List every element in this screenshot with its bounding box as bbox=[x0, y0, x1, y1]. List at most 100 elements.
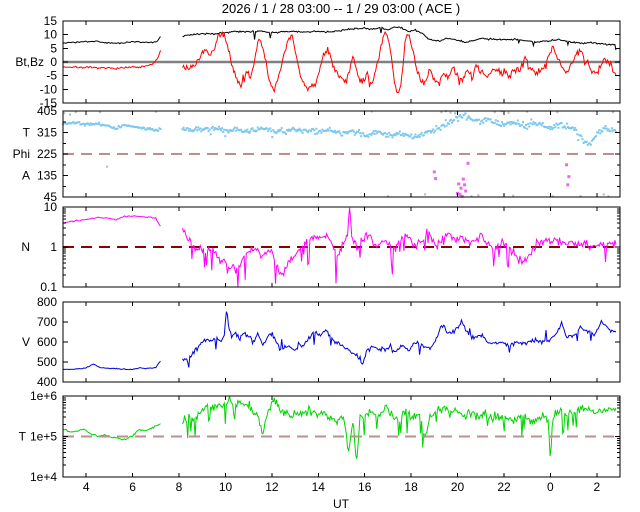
scatter-dot bbox=[103, 124, 106, 127]
scatter-dot bbox=[424, 193, 427, 196]
scatter-dot bbox=[99, 123, 102, 126]
series-Bt bbox=[62, 26, 617, 51]
scatter-dot bbox=[442, 123, 445, 126]
scatter-dot bbox=[284, 133, 287, 135]
scatter-dot bbox=[196, 129, 199, 132]
scatter-dot bbox=[334, 129, 336, 132]
scatter-dot bbox=[435, 125, 438, 128]
scatter-dot bbox=[223, 128, 226, 131]
panel-frame bbox=[62, 301, 621, 383]
scatter-dot bbox=[197, 126, 200, 129]
scatter-dot bbox=[554, 126, 557, 129]
scatter-dot bbox=[505, 123, 508, 126]
scatter-dot bbox=[482, 121, 485, 124]
scatter-dot bbox=[87, 123, 90, 126]
scatter-dot bbox=[64, 122, 67, 125]
y-tick-label: 10 bbox=[44, 200, 58, 214]
scatter-dot bbox=[305, 130, 308, 133]
scatter-dot bbox=[432, 170, 436, 174]
scatter-dot bbox=[581, 138, 584, 141]
scatter-dot bbox=[405, 133, 407, 136]
scatter-dot bbox=[280, 127, 283, 130]
scatter-dot bbox=[509, 123, 512, 126]
scatter-dot bbox=[495, 123, 498, 126]
scatter-dot bbox=[297, 129, 300, 132]
scatter-dot bbox=[598, 129, 601, 132]
scatter-dot bbox=[273, 131, 276, 134]
scatter-dot bbox=[159, 128, 162, 130]
scatter-dot bbox=[341, 134, 344, 137]
scatter-dot bbox=[117, 125, 120, 127]
scatter-dot bbox=[357, 130, 359, 133]
scatter-dot bbox=[520, 124, 523, 127]
scatter-dot bbox=[419, 133, 422, 136]
scatter-dot bbox=[220, 129, 223, 132]
scatter-dot bbox=[574, 127, 577, 129]
scatter-dot bbox=[515, 122, 518, 125]
scatter-dot bbox=[314, 133, 317, 135]
scatter-dot bbox=[453, 119, 456, 122]
scatter-dot bbox=[79, 123, 82, 126]
y-tick-label: 0 bbox=[50, 55, 57, 69]
scatter-dot bbox=[122, 124, 125, 127]
scatter-dot bbox=[93, 123, 96, 126]
scatter-dot bbox=[228, 129, 231, 132]
scatter-dot bbox=[226, 129, 229, 132]
scatter-dot bbox=[282, 131, 285, 134]
scatter-dot bbox=[602, 193, 605, 196]
scatter-dot bbox=[121, 124, 124, 127]
scatter-dot bbox=[466, 161, 470, 165]
scatter-dot bbox=[562, 126, 565, 128]
scatter-dot bbox=[477, 194, 480, 197]
scatter-dot bbox=[308, 129, 311, 132]
scatter-dot bbox=[565, 122, 568, 125]
y-tick-label: 1e+5 bbox=[30, 430, 57, 444]
y-tick-label: 400 bbox=[37, 375, 57, 389]
y-tick-label: -15 bbox=[40, 96, 58, 110]
scatter-dot bbox=[109, 126, 112, 129]
scatter-dot bbox=[270, 130, 273, 133]
scatter-dot bbox=[420, 131, 423, 134]
scatter-dot bbox=[572, 126, 575, 129]
scatter-dot bbox=[268, 128, 271, 131]
scatter-dot bbox=[461, 177, 465, 181]
scatter-dot bbox=[69, 122, 71, 125]
scatter-dot bbox=[320, 131, 323, 134]
scatter-dot bbox=[75, 121, 78, 124]
scatter-dot bbox=[418, 136, 421, 138]
scatter-dot bbox=[150, 128, 153, 131]
scatter-dot bbox=[478, 118, 481, 121]
scatter-dot bbox=[550, 126, 553, 129]
scatter-dot bbox=[249, 130, 252, 133]
scatter-dot bbox=[338, 130, 341, 133]
scatter-dot bbox=[287, 129, 289, 132]
scatter-dot bbox=[430, 131, 433, 134]
scatter-dot bbox=[517, 122, 520, 125]
y-tick-label: 1e+6 bbox=[30, 389, 57, 403]
scatter-dot bbox=[98, 121, 100, 124]
scatter-dot bbox=[499, 124, 501, 127]
scatter-dot bbox=[266, 127, 269, 130]
scatter-dot bbox=[576, 133, 579, 136]
scatter-dot bbox=[612, 129, 615, 132]
scatter-dot bbox=[186, 127, 189, 130]
scatter-dot bbox=[363, 134, 366, 137]
scatter-dot bbox=[149, 127, 151, 130]
scatter-dot bbox=[358, 129, 360, 131]
scatter-dot bbox=[422, 134, 425, 137]
scatter-dot bbox=[329, 129, 332, 132]
scatter-dot bbox=[384, 132, 387, 135]
scatter-dot bbox=[606, 129, 609, 132]
y-tick-label: 500 bbox=[37, 355, 57, 369]
scatter-dot bbox=[276, 130, 279, 133]
scatter-dot bbox=[484, 117, 487, 120]
scatter-dot bbox=[373, 132, 376, 135]
x-tick-label: 14 bbox=[312, 480, 326, 494]
scatter-dot bbox=[489, 118, 492, 121]
scatter-dot bbox=[70, 122, 73, 125]
scatter-dot bbox=[261, 127, 264, 130]
scatter-dot bbox=[219, 127, 222, 130]
scatter-dot bbox=[445, 124, 448, 127]
scatter-dot bbox=[331, 130, 334, 133]
